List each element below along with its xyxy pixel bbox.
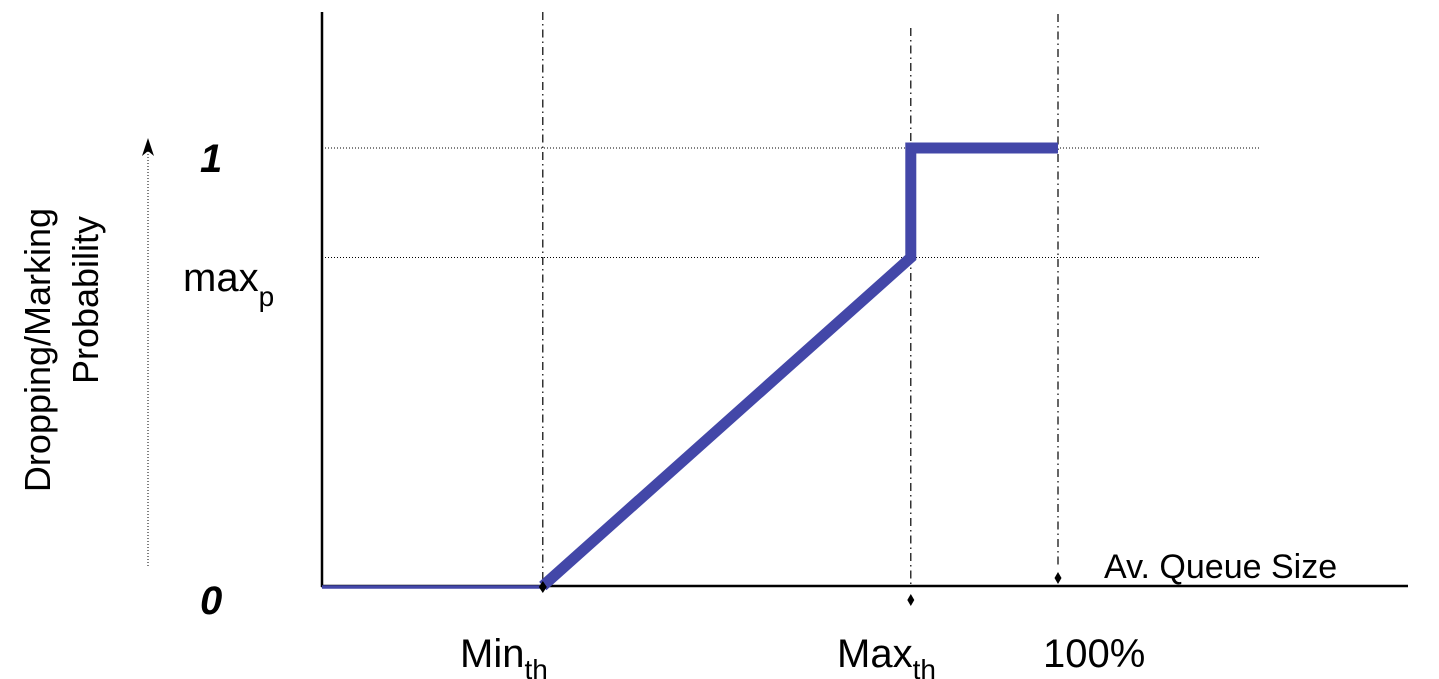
y-axis-title-line2: Probability [65,216,106,384]
x-tick-max-th: Maxth [837,632,936,679]
x-axis-title: Av. Queue Size [1104,548,1337,586]
x-tick-min-th: Minth [460,632,548,679]
y-arrow-head [142,138,154,156]
max-th-marker [907,594,915,606]
x-tick-full: 100% [1043,632,1145,676]
y-tick-max-p-subscript: p [259,281,275,312]
min-th-marker [538,581,547,593]
y-tick-zero: 0 [200,579,222,623]
curve-rising-segment [539,142,1058,591]
y-tick-max-p: maxp [183,256,274,312]
x-tick-max-th-subscript: th [913,654,936,679]
y-tick-one: 1 [200,137,222,181]
y-axis-title-line1: Dropping/Marking [17,208,58,492]
full-queue-marker [1054,572,1062,584]
x-tick-min-th-subscript: th [524,654,547,679]
